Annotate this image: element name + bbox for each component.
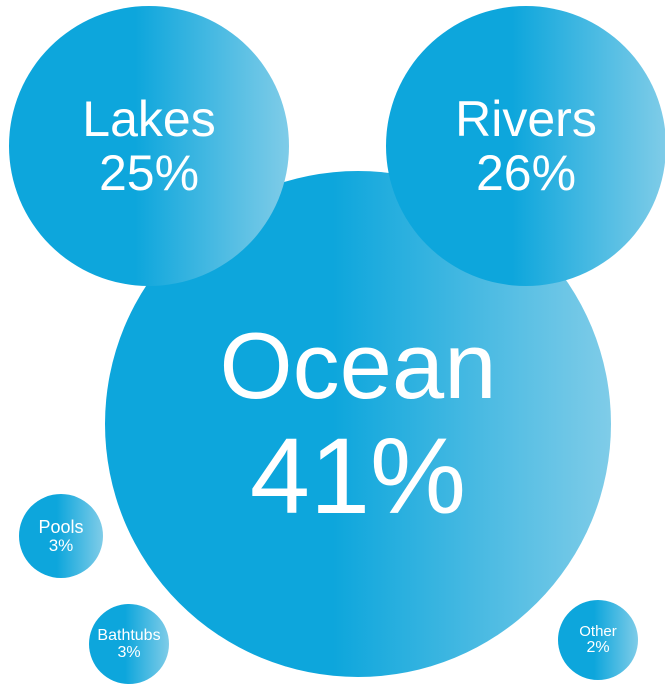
bubble-other: Other 2% (558, 600, 638, 680)
bubble-label-lakes: Lakes (82, 91, 216, 147)
bubble-rivers: Rivers 26% (386, 6, 665, 286)
bubble-label-ocean: Ocean (219, 312, 497, 418)
bubble-lakes: Lakes 25% (9, 6, 289, 286)
bubble-value-bathtubs: 3% (117, 643, 141, 661)
bubble-bathtubs: Bathtubs 3% (89, 604, 169, 684)
bubble-label-rivers: Rivers (455, 91, 597, 147)
bubble-pools: Pools 3% (19, 494, 103, 578)
bubble-label-bathtubs: Bathtubs (97, 626, 161, 644)
bubble-value-lakes: 25% (98, 145, 200, 201)
bubble-label-other: Other (579, 623, 617, 640)
bubble-value-other: 2% (586, 639, 610, 656)
bubble-value-pools: 3% (48, 536, 74, 555)
bubble-label-pools: Pools (38, 517, 84, 537)
bubble-value-rivers: 26% (475, 145, 577, 201)
bubble-value-ocean: 41% (249, 414, 467, 536)
